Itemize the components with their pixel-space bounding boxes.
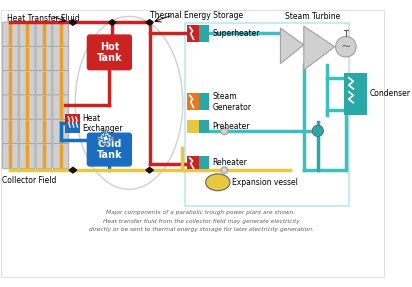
FancyBboxPatch shape (53, 22, 69, 47)
Text: Reheater: Reheater (212, 158, 247, 167)
Text: Steam Turbine: Steam Turbine (285, 12, 340, 21)
Text: Thermal Energy Storage: Thermal Energy Storage (150, 11, 243, 20)
FancyBboxPatch shape (19, 46, 35, 71)
Text: Heat Transfer Fluid: Heat Transfer Fluid (7, 14, 80, 23)
FancyBboxPatch shape (2, 95, 18, 120)
Text: Heat transfer fluid from the collector field may generate electricity: Heat transfer fluid from the collector f… (103, 219, 300, 224)
Bar (187, 94, 199, 110)
FancyBboxPatch shape (87, 133, 131, 166)
Polygon shape (304, 26, 335, 70)
Text: Major components of a parabolic trough power plant are shown.: Major components of a parabolic trough p… (106, 210, 295, 215)
FancyBboxPatch shape (53, 144, 69, 169)
Text: Heat
Exchanger: Heat Exchanger (82, 114, 123, 133)
FancyBboxPatch shape (36, 71, 52, 96)
Text: Condenser: Condenser (369, 90, 410, 98)
Ellipse shape (206, 174, 230, 191)
Circle shape (97, 137, 101, 140)
Circle shape (221, 167, 227, 173)
Circle shape (104, 130, 108, 134)
Polygon shape (69, 20, 77, 25)
Bar (66, 123, 80, 133)
FancyBboxPatch shape (53, 119, 69, 144)
FancyBboxPatch shape (2, 46, 18, 71)
Text: Superheater: Superheater (212, 29, 260, 38)
Text: Steam
Generator: Steam Generator (212, 92, 251, 112)
Bar (199, 25, 209, 42)
FancyBboxPatch shape (19, 144, 35, 169)
Bar (185, 23, 349, 206)
Bar (199, 94, 209, 110)
FancyBboxPatch shape (2, 71, 18, 96)
Text: directly or be sent to thermal energy storage for later electricity generation.: directly or be sent to thermal energy st… (89, 227, 314, 232)
FancyBboxPatch shape (2, 144, 18, 169)
FancyBboxPatch shape (36, 22, 52, 47)
Bar (187, 120, 199, 133)
Polygon shape (69, 167, 77, 173)
Text: Hot
Tank: Hot Tank (96, 42, 122, 63)
Bar (344, 73, 368, 115)
FancyBboxPatch shape (36, 46, 52, 71)
FancyBboxPatch shape (36, 144, 52, 169)
FancyBboxPatch shape (36, 95, 52, 120)
Circle shape (99, 132, 112, 145)
Text: Collector Field: Collector Field (2, 176, 56, 185)
Polygon shape (146, 167, 153, 173)
Text: Preheater: Preheater (212, 122, 250, 131)
Polygon shape (108, 20, 116, 25)
Circle shape (336, 36, 356, 57)
Circle shape (220, 127, 228, 135)
Circle shape (312, 125, 323, 137)
FancyBboxPatch shape (2, 22, 18, 47)
FancyBboxPatch shape (36, 119, 52, 144)
Text: Expansion vessel: Expansion vessel (232, 178, 298, 187)
Bar (187, 156, 199, 169)
FancyBboxPatch shape (19, 71, 35, 96)
FancyBboxPatch shape (2, 119, 18, 144)
FancyBboxPatch shape (53, 95, 69, 120)
FancyBboxPatch shape (87, 35, 131, 70)
FancyBboxPatch shape (53, 46, 69, 71)
Text: ~: ~ (341, 40, 351, 53)
FancyBboxPatch shape (19, 119, 35, 144)
Circle shape (110, 137, 114, 140)
Bar (199, 156, 209, 169)
FancyBboxPatch shape (53, 71, 69, 96)
Bar (187, 25, 199, 42)
Text: Cold
Tank: Cold Tank (96, 139, 122, 160)
Circle shape (104, 143, 108, 147)
Polygon shape (281, 28, 304, 64)
FancyBboxPatch shape (19, 95, 35, 120)
Polygon shape (146, 20, 153, 25)
Bar (199, 120, 209, 133)
FancyBboxPatch shape (19, 22, 35, 47)
Bar (66, 114, 80, 123)
